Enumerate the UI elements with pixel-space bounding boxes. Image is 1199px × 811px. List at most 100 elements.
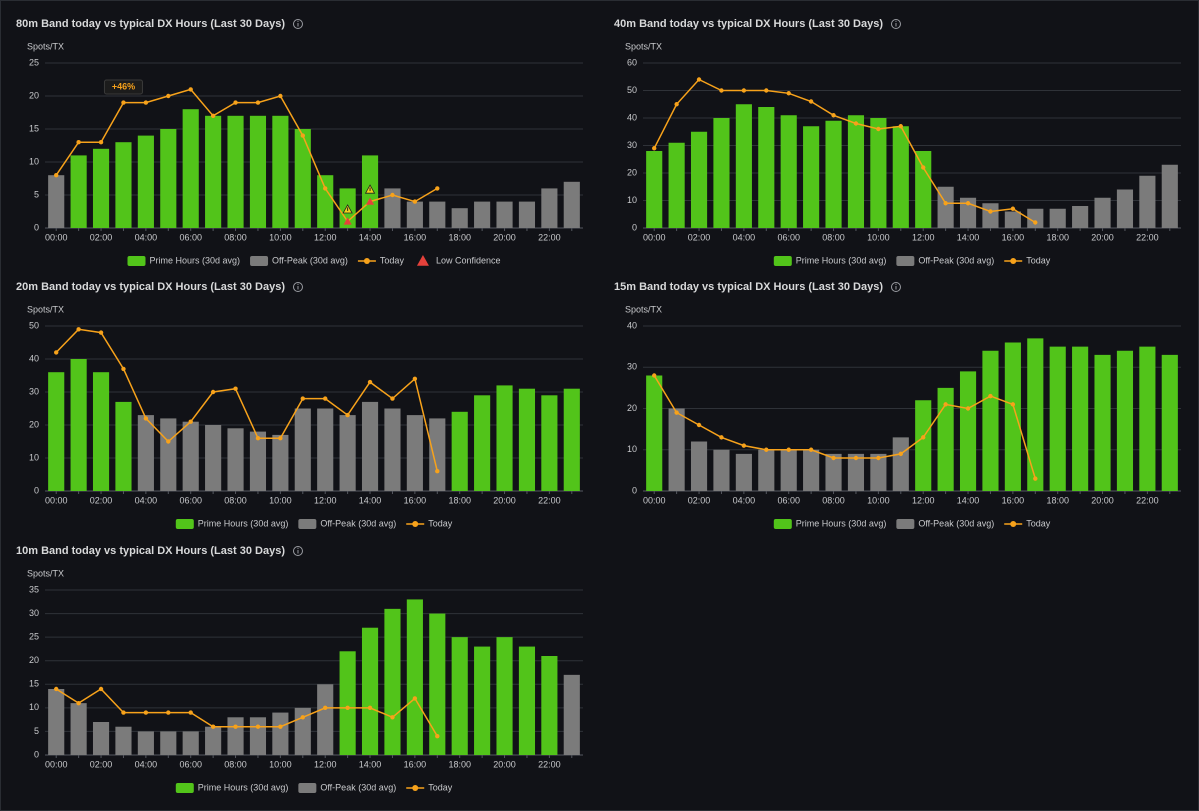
today-point xyxy=(898,124,903,129)
today-point xyxy=(764,88,769,93)
legend-label: Prime Hours (30d avg) xyxy=(198,518,289,528)
today-point xyxy=(367,379,373,385)
x-tick-label: 02:00 xyxy=(688,495,711,505)
today-point xyxy=(1033,220,1038,225)
bar xyxy=(892,126,909,228)
x-tick-label: 02:00 xyxy=(90,759,113,769)
today-point xyxy=(166,439,171,444)
today-point xyxy=(188,419,193,424)
bar xyxy=(1116,189,1134,228)
legend-item: Off-Peak (30d avg) xyxy=(298,782,396,793)
chart-title: 80m Band today vs typical DX Hours (Last… xyxy=(16,18,285,30)
today-point xyxy=(143,416,149,421)
bar xyxy=(160,129,177,228)
x-tick-label: 16:00 xyxy=(404,495,427,505)
bar xyxy=(1161,164,1178,228)
today-point xyxy=(323,186,328,191)
x-tick-label: 12:00 xyxy=(912,495,935,505)
chart-panel: 40m Band today vs typical DX Hours (Last… xyxy=(614,18,1181,266)
bar xyxy=(317,175,334,228)
today-point xyxy=(435,469,440,474)
bar xyxy=(780,449,797,491)
today-point xyxy=(412,199,418,204)
legend-swatch xyxy=(416,255,429,266)
x-tick-label: 00:00 xyxy=(643,232,666,242)
today-point xyxy=(54,686,59,692)
x-tick-label: 00:00 xyxy=(45,232,68,242)
bar xyxy=(518,388,536,491)
bar xyxy=(294,129,311,228)
bar xyxy=(339,651,356,755)
bar xyxy=(474,201,491,228)
legend-label: Prime Hours (30d avg) xyxy=(796,518,887,528)
bar xyxy=(758,449,775,491)
x-tick-label: 06:00 xyxy=(777,495,800,505)
y-axis-label: Spots/TX xyxy=(27,568,64,578)
legend-swatch xyxy=(175,519,194,529)
legend-item: Prime Hours (30d avg) xyxy=(773,518,887,529)
bar xyxy=(1072,206,1089,228)
bar xyxy=(780,115,797,228)
today-point xyxy=(98,330,104,335)
y-tick-label: 30 xyxy=(627,140,637,150)
bar xyxy=(205,726,222,755)
y-tick-label: 20 xyxy=(29,90,39,100)
today-point xyxy=(652,146,657,151)
x-tick-label: 06:00 xyxy=(777,232,800,242)
bar xyxy=(646,151,663,228)
bar xyxy=(137,135,154,228)
legend-item: Today xyxy=(1004,518,1051,528)
bar xyxy=(451,411,468,491)
y-tick-label: 10 xyxy=(29,156,39,166)
today-point xyxy=(188,87,193,92)
today-point xyxy=(988,393,993,399)
bar xyxy=(429,201,446,228)
bar xyxy=(92,148,110,228)
today-point xyxy=(98,686,104,692)
bar xyxy=(249,115,267,228)
today-point xyxy=(166,93,171,99)
today-point xyxy=(121,710,126,715)
today-line xyxy=(55,328,439,472)
today-point xyxy=(121,366,126,372)
legend: Prime Hours (30d avg) Off-Peak (30d avg) T… xyxy=(773,255,1051,266)
today-point xyxy=(786,447,791,452)
y-tick-label: 30 xyxy=(627,362,637,372)
today-point xyxy=(390,715,395,720)
y-tick-label: 0 xyxy=(34,222,39,232)
legend-item: Prime Hours (30d avg) xyxy=(175,518,289,529)
x-tick-label: 16:00 xyxy=(404,759,427,769)
annotation-box xyxy=(103,79,143,95)
bar xyxy=(1004,211,1021,228)
x-tick-label: 10:00 xyxy=(269,495,292,505)
legend-label: Prime Hours (30d avg) xyxy=(796,255,887,265)
bar xyxy=(429,418,446,491)
bar xyxy=(115,142,132,228)
y-tick-label: 0 xyxy=(632,222,637,232)
today-point xyxy=(367,705,373,711)
today-point xyxy=(255,724,261,729)
y-tick-label: 5 xyxy=(34,726,39,736)
legend-label: Off-Peak (30d avg) xyxy=(918,518,994,528)
x-tick-label: 02:00 xyxy=(688,232,711,242)
today-point xyxy=(143,710,149,715)
x-tick-label: 00:00 xyxy=(45,759,68,769)
bar xyxy=(92,372,110,491)
bar xyxy=(406,201,423,228)
x-tick-label: 14:00 xyxy=(957,232,980,242)
y-tick-label: 30 xyxy=(29,608,39,618)
y-tick-label: 25 xyxy=(29,632,39,642)
bar xyxy=(668,408,685,491)
bar xyxy=(496,201,513,228)
bar xyxy=(182,421,199,491)
bar xyxy=(982,350,999,491)
bar xyxy=(937,387,954,491)
x-tick-label: 04:00 xyxy=(135,759,158,769)
x-tick-label: 06:00 xyxy=(179,495,202,505)
today-line xyxy=(653,78,1036,224)
legend-swatch xyxy=(896,256,915,266)
bar xyxy=(48,175,65,228)
today-point xyxy=(1010,402,1016,407)
bar xyxy=(474,646,491,755)
